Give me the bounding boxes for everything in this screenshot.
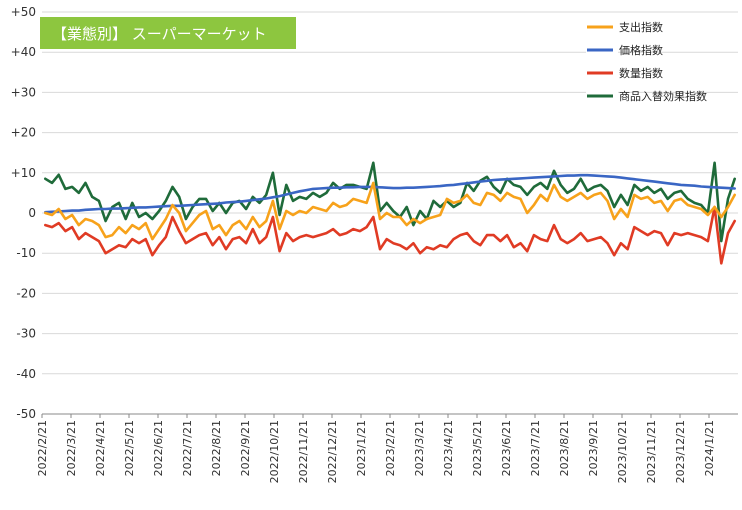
- legend-label: 支出指数: [619, 20, 663, 34]
- x-tick-label: 2022/8/21: [210, 420, 223, 476]
- x-tick-label: 2024/1/21: [703, 420, 716, 476]
- x-tick-label: 2022/2/21: [36, 420, 49, 476]
- y-tick-label: +40: [11, 45, 36, 59]
- title-badge: 【業態別】 スーパーマーケット: [40, 17, 296, 49]
- y-tick-label: -50: [16, 407, 36, 421]
- series-line: [43, 161, 737, 243]
- chart-title: 【業態別】 スーパーマーケット: [52, 25, 267, 43]
- y-tick-label: -20: [16, 286, 36, 300]
- x-tick-label: 2022/7/21: [181, 420, 194, 476]
- x-tick-label: 2023/3/21: [413, 420, 426, 476]
- x-tick-label: 2022/5/21: [123, 420, 136, 476]
- series-lines: [43, 161, 737, 265]
- y-tick-label: +50: [11, 5, 36, 19]
- x-tick-label: 2023/9/21: [587, 420, 600, 476]
- y-tick-label: -10: [16, 246, 36, 260]
- y-tick-label: 0: [28, 206, 36, 220]
- legend-label: 数量指数: [619, 66, 663, 80]
- x-tick-label: 2022/6/21: [152, 420, 165, 476]
- y-tick-label: -40: [16, 367, 36, 381]
- x-tick-label: 2022/3/21: [65, 420, 78, 476]
- x-tick-label: 2022/4/21: [94, 420, 107, 476]
- x-tick-label: 2023/4/21: [442, 420, 455, 476]
- y-tick-label: +20: [11, 126, 36, 140]
- x-tick-label: 2023/5/21: [471, 420, 484, 476]
- series-line: [43, 173, 737, 214]
- legend-label: 商品入替効果指数: [619, 89, 707, 103]
- y-tick-label: -30: [16, 327, 36, 341]
- y-tick-label: +30: [11, 85, 36, 99]
- x-tick-label: 2023/11/21: [645, 420, 658, 483]
- x-tick-label: 2023/2/21: [384, 420, 397, 476]
- x-tick-label: 2023/7/21: [529, 420, 542, 476]
- series-line: [43, 205, 737, 265]
- x-tick-label: 2023/8/21: [558, 420, 571, 476]
- x-tick-label: 2023/12/21: [674, 420, 687, 483]
- x-tick-label: 2023/1/21: [355, 420, 368, 476]
- x-tick-label: 2022/10/21: [268, 420, 281, 483]
- series-line: [43, 181, 737, 241]
- legend-label: 価格指数: [619, 43, 663, 57]
- x-tick-label: 2022/12/21: [326, 420, 339, 483]
- x-tick-label: 2023/10/21: [616, 420, 629, 483]
- title-badge-background: [40, 17, 296, 49]
- y-axis-ticks: +50 +40 +30 +20 +10 0 -10 -20 -30 -40 -50: [11, 5, 36, 421]
- x-tick-label: 2023/6/21: [500, 420, 513, 476]
- x-tick-label: 2022/11/21: [297, 420, 310, 483]
- x-tick-label: 2022/9/21: [239, 420, 252, 476]
- y-tick-label: +10: [11, 166, 36, 180]
- x-axis-ticks: 2022/2/21 2022/3/21 2022/4/21 2022/5/21 2022…: [36, 414, 716, 483]
